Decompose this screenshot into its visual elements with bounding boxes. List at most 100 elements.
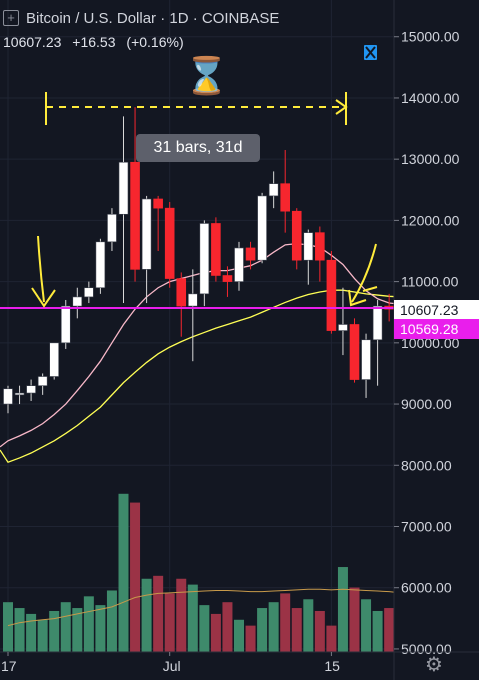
candle-body [3,388,13,405]
volume-bar [176,578,187,652]
measure-close-x [365,46,376,59]
chart-header: + Bitcoin / U.S. Dollar · 1D · COINBASE … [0,0,395,60]
volume-bar [37,619,48,652]
last-price: 10607.23 [3,34,62,50]
candle-body [141,198,152,270]
candle [14,385,25,405]
symbol-title[interactable]: Bitcoin / U.S. Dollar · 1D · COINBASE [26,10,280,27]
arrow-right-icon [351,243,377,303]
measure-arrowhead [335,99,348,115]
volume-bar [280,593,291,652]
y-tick-label: 13000.00 [401,151,460,167]
last-price-tag: 10607.23 [394,300,479,320]
candle [49,342,60,380]
measure-close-icon [364,45,377,60]
candle [3,385,13,414]
price-axis [394,0,479,680]
candle-body [291,210,302,261]
candle-body [245,247,256,261]
candle [372,299,383,386]
candle [130,107,140,282]
candle [349,318,360,383]
candle-body [49,342,60,377]
candle-body [211,223,221,276]
candle [222,266,233,297]
volume-bar [314,610,325,652]
candle-body [361,339,371,380]
volume-bar [291,608,302,652]
candle [164,202,175,288]
volume-bar [3,602,13,652]
volume-bar [372,610,383,652]
candle-body [26,385,36,394]
settings-gear-icon[interactable]: ⚙ [425,654,443,676]
candle [326,251,337,334]
y-tick-label: 14000.00 [401,90,460,106]
price-change-percent: (+0.16%) [126,34,184,50]
candle-body [107,213,117,243]
candle-body [268,183,279,197]
candle [303,229,314,285]
candle-body [280,183,291,212]
volume-bar [106,590,117,652]
volume-bar [60,602,71,652]
volume-bar [268,602,279,652]
ma-slow-line [0,289,424,464]
price-change: +16.53 [72,34,116,50]
volume-bar [83,596,94,652]
volume-bar [164,593,175,652]
volume-bar [245,625,256,652]
volume-bar [222,602,233,652]
candle [361,333,371,398]
volume-bar [153,575,164,652]
candle-body [315,232,325,261]
candle [234,241,244,291]
volume-bar [72,608,83,652]
volume-bar [187,584,198,652]
candle [176,272,187,337]
volume-bar [384,608,395,652]
candle [72,287,83,319]
y-tick-label: 9000.00 [401,396,452,412]
measure-label: 31 bars, 31d [136,134,260,162]
y-tick-label: 6000.00 [401,580,452,596]
volume-bar [210,613,221,652]
candle-body [199,223,210,295]
candle-body [84,287,94,298]
candle [188,269,198,362]
y-tick-label: 12000.00 [401,212,460,228]
volume-bar [337,567,348,652]
candle [26,379,36,401]
candle [257,192,267,264]
candle-body [188,293,198,307]
candle [84,281,94,304]
x-tick-label: Jul [163,658,181,674]
volume-bar [118,493,129,652]
candle [118,116,129,304]
candle [268,171,279,209]
volume-bar [361,599,372,652]
arrow-left-icon [37,235,45,303]
candle-body [349,324,360,380]
candle [280,149,291,233]
volume-bar [26,613,37,652]
volume-bar [234,619,244,652]
x-tick-label: 15 [324,658,340,674]
volume-bar [141,578,152,652]
candle [153,195,163,252]
candle [291,208,302,270]
candle-body [164,207,175,279]
candle [338,287,348,356]
volume-bar [14,608,25,652]
volume-bar [257,608,268,652]
candle-body [222,275,233,282]
candle [95,238,106,294]
candle [107,208,117,252]
add-symbol-icon[interactable]: + [3,10,19,26]
candle-body [303,232,314,261]
candle [141,195,152,304]
volume-bar [303,599,314,652]
price-summary: 10607.23 +16.53 (+0.16%) [3,34,191,50]
